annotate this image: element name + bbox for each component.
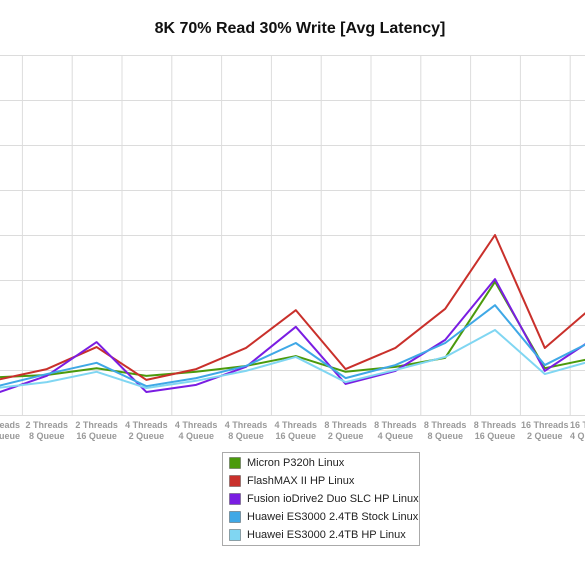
- x-tick-label: ueue: [0, 431, 20, 441]
- x-tick-label: 4 Queue: [178, 431, 214, 441]
- x-tick-label: 8 Threads: [424, 420, 467, 430]
- chart-title: 8K 70% Read 30% Write [Avg Latency]: [155, 20, 446, 37]
- x-tick-label: 16 Queue: [475, 431, 516, 441]
- x-tick-label: 8 Threads: [474, 420, 517, 430]
- legend-label: Huawei ES3000 2.4TB HP Linux: [247, 529, 406, 541]
- legend-box: [222, 452, 420, 546]
- legend-swatch: [229, 511, 241, 523]
- x-tick-label: 8 Queue: [427, 431, 463, 441]
- series-line: [0, 328, 585, 389]
- x-tick-label: 8 Threads: [324, 420, 367, 430]
- x-tick-label: 4 Threads: [125, 420, 168, 430]
- x-tick-label: 8 Queue: [29, 431, 65, 441]
- x-tick-label: 8 Queue: [228, 431, 264, 441]
- x-tick-label: 4 Queue: [378, 431, 414, 441]
- legend-label: FlashMAX II HP Linux: [247, 475, 355, 487]
- x-tick-label: 16 T: [570, 420, 585, 430]
- x-tick-label: 8 Threads: [374, 420, 417, 430]
- legend-swatch: [229, 457, 241, 469]
- x-tick-label: 2 Queue: [328, 431, 364, 441]
- x-tick-label: 2 Queue: [527, 431, 563, 441]
- legend-label: Micron P320h Linux: [247, 457, 345, 469]
- x-tick-label: 4 Q: [570, 431, 585, 441]
- x-tick-label: 4 Threads: [225, 420, 268, 430]
- series-line: [0, 234, 585, 381]
- legend-swatch: [229, 493, 241, 505]
- legend-swatch: [229, 529, 241, 541]
- x-tick-label: 4 Threads: [275, 420, 318, 430]
- legend-label: Huawei ES3000 2.4TB Stock Linux: [247, 511, 419, 523]
- series-line: [0, 304, 585, 388]
- legend-label: Fusion ioDrive2 Duo SLC HP Linux: [247, 493, 419, 505]
- legend-swatch: [229, 475, 241, 487]
- x-tick-label: 2 Threads: [26, 420, 69, 430]
- x-tick-label: 16 Threads: [521, 420, 569, 430]
- x-tick-label: 2 Threads: [75, 420, 118, 430]
- x-tick-label: 16 Queue: [276, 431, 317, 441]
- x-tick-label: 16 Queue: [76, 431, 117, 441]
- series-line: [0, 278, 585, 394]
- x-tick-label: 2 Queue: [129, 431, 165, 441]
- x-tick-label: eads: [0, 420, 20, 430]
- x-tick-label: 4 Threads: [175, 420, 218, 430]
